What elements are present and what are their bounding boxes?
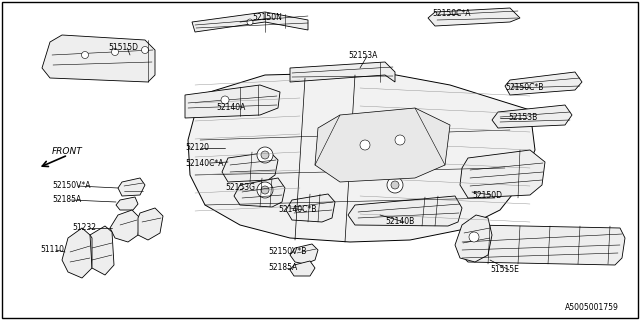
Polygon shape	[234, 178, 285, 207]
Text: 51515D: 51515D	[108, 44, 138, 52]
Polygon shape	[286, 194, 335, 222]
Circle shape	[257, 182, 273, 198]
Text: 52185A: 52185A	[268, 263, 297, 273]
Polygon shape	[290, 261, 315, 276]
Circle shape	[387, 177, 403, 193]
Polygon shape	[460, 150, 545, 198]
Polygon shape	[62, 228, 92, 278]
Text: 52185A: 52185A	[52, 196, 81, 204]
Polygon shape	[348, 196, 462, 226]
Text: 51110: 51110	[40, 245, 64, 254]
Text: 52150N: 52150N	[252, 13, 282, 22]
Text: 52150C*B: 52150C*B	[505, 84, 543, 92]
Polygon shape	[315, 108, 450, 182]
Circle shape	[391, 181, 399, 189]
Polygon shape	[42, 35, 155, 82]
Polygon shape	[116, 197, 138, 210]
Polygon shape	[138, 208, 163, 240]
Text: 52153B: 52153B	[508, 114, 537, 123]
Text: 51515E: 51515E	[490, 266, 519, 275]
Polygon shape	[185, 85, 280, 118]
Circle shape	[387, 140, 403, 156]
Polygon shape	[188, 72, 535, 242]
Text: 52120: 52120	[185, 143, 209, 153]
Text: 52150V*A: 52150V*A	[52, 181, 90, 190]
Polygon shape	[290, 62, 395, 82]
Text: 52140C*B: 52140C*B	[278, 205, 316, 214]
Text: 52140C*A: 52140C*A	[185, 158, 223, 167]
Circle shape	[247, 19, 253, 25]
Circle shape	[261, 186, 269, 194]
Text: 52140B: 52140B	[385, 218, 414, 227]
Circle shape	[81, 52, 88, 59]
Circle shape	[360, 140, 370, 150]
Polygon shape	[428, 8, 520, 26]
Polygon shape	[192, 12, 308, 32]
Text: 52150D: 52150D	[472, 190, 502, 199]
Text: 52150C*A: 52150C*A	[432, 10, 470, 19]
Circle shape	[395, 135, 405, 145]
Circle shape	[141, 46, 148, 53]
Polygon shape	[90, 226, 114, 275]
Text: 52140A: 52140A	[216, 103, 245, 113]
Circle shape	[261, 151, 269, 159]
Polygon shape	[492, 105, 572, 128]
Polygon shape	[458, 225, 625, 265]
Text: 52153G: 52153G	[225, 183, 255, 193]
Text: FRONT: FRONT	[52, 148, 83, 156]
Circle shape	[469, 232, 479, 242]
Polygon shape	[222, 152, 278, 182]
Circle shape	[221, 96, 229, 104]
Text: 52150V*B: 52150V*B	[268, 247, 307, 257]
Polygon shape	[505, 72, 582, 95]
Polygon shape	[110, 210, 140, 242]
Text: 51232: 51232	[72, 223, 96, 233]
Circle shape	[391, 144, 399, 152]
Text: A5005001759: A5005001759	[565, 303, 619, 313]
Text: 52153A: 52153A	[348, 52, 378, 60]
Circle shape	[111, 49, 118, 55]
Polygon shape	[455, 215, 492, 262]
Circle shape	[257, 147, 273, 163]
Polygon shape	[290, 244, 318, 264]
Polygon shape	[118, 178, 145, 196]
